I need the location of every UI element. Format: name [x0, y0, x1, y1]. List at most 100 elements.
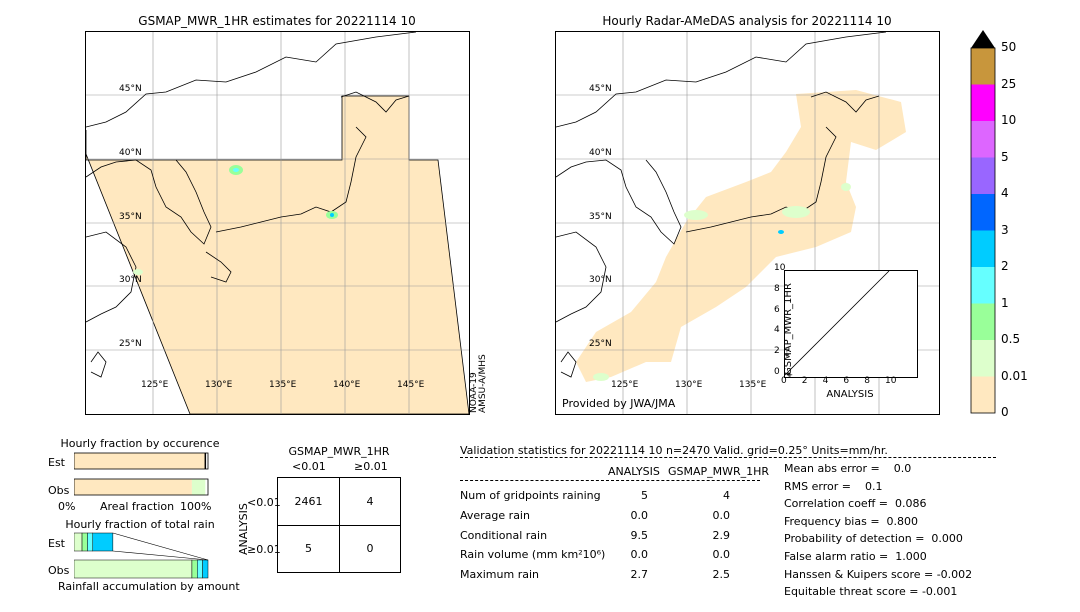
lat-label: 45°N: [589, 84, 612, 94]
colorbar-label: 10: [1001, 113, 1017, 127]
scatter-y-tick: 2: [774, 346, 780, 357]
scatter-inset: +++++: [784, 270, 918, 379]
rain-spot: [778, 230, 784, 234]
score-item: Frequency bias = 0.800: [784, 514, 919, 528]
scatter-y-tick: 6: [774, 304, 780, 315]
colorbar-cell: [971, 84, 995, 121]
total-rain-bar-segment: [81, 532, 88, 552]
lon-label: 135°E: [739, 380, 767, 390]
occurrence-bar-segment: [74, 479, 192, 495]
scatter-ylabel: GSMAP_MWR_1HR: [783, 283, 794, 375]
total-rain-bar-segment: [191, 559, 198, 579]
right-map-canvas: [556, 32, 939, 414]
scatter-plot: +++++: [784, 270, 890, 379]
lon-label: 125°E: [611, 380, 639, 390]
rain-spot: [233, 168, 239, 172]
left-map-canvas: [86, 32, 469, 414]
lon-label: 145°E: [397, 380, 425, 390]
right-map-title: Hourly Radar-AMeDAS analysis for 2022111…: [602, 14, 892, 28]
occurrence-bar-frame: [74, 478, 209, 496]
colorbar-cell: [971, 48, 995, 85]
total-rain-bar-segment: [87, 532, 94, 552]
colorbar-label: 5: [1001, 149, 1009, 164]
lon-label: 130°E: [675, 380, 703, 390]
scatter-x-tick: 0: [781, 376, 787, 386]
stat-analysis: 0.0: [630, 548, 649, 561]
colorbar-label: 0: [1001, 405, 1009, 419]
contingency-table: 2461 4 5 0: [277, 477, 401, 573]
colorbar-label: 2: [1001, 259, 1009, 273]
lat-label: 30°N: [589, 275, 612, 285]
stat-row: Num of gridpoints raining: [460, 489, 601, 502]
stat-gsmap: 2.5: [712, 568, 731, 581]
total-rain-bar-segment: [202, 559, 209, 579]
lat-label: 35°N: [119, 212, 142, 222]
stat-gsmap: 4: [723, 489, 730, 502]
colorbar-label: 4: [1001, 186, 1009, 200]
occurrence-obs-label: Obs: [48, 484, 70, 497]
stat-analysis: 9.5: [630, 529, 649, 542]
colorbar-label: 0.01: [1001, 368, 1028, 383]
contingency-cell: 4: [366, 495, 374, 508]
contingency-cell: 0: [366, 542, 374, 555]
occurrence-bar-frame: [74, 452, 209, 470]
contingency-title: GSMAP_MWR_1HR: [288, 445, 390, 458]
colorbar-cell: [971, 157, 995, 194]
occurrence-bar-segment: [191, 479, 206, 495]
colorbar-extend-triangle: [971, 30, 995, 48]
scatter-point: +: [787, 371, 793, 377]
validation-header: Validation statistics for 20221114 10 n=…: [460, 444, 888, 457]
stat-analysis: 5: [641, 489, 648, 502]
lon-label: 140°E: [333, 380, 361, 390]
lon-label: 130°E: [205, 380, 233, 390]
colorbar-cell: [971, 376, 995, 413]
colorbar-label: 1: [1001, 295, 1009, 310]
validation-col-gsmap: GSMAP_MWR_1HR: [668, 465, 770, 478]
scatter-diagonal: [784, 270, 890, 376]
scatter-xlabel: ANALYSIS: [826, 389, 874, 400]
colorbar: [970, 30, 996, 414]
scatter-x-tick: 6: [843, 376, 850, 386]
stat-row: Conditional rain: [460, 529, 547, 542]
left-map-title: GSMAP_MWR_1HR estimates for 20221114 10: [138, 14, 416, 28]
stat-gsmap: 0.0: [712, 509, 731, 522]
total-rain-bar-segment: [74, 532, 83, 552]
occurrence-axis-mid: Areal fraction: [100, 500, 175, 513]
stat-label: Maximum rain: [460, 568, 539, 581]
score-item: Probability of detection = 0.000: [784, 532, 963, 546]
stat-row: Average rain: [460, 509, 530, 522]
sensor-label: NOAA-19 AMSU-A/MHS: [469, 354, 488, 413]
score-item: Mean abs error = 0.0: [784, 462, 912, 475]
scatter-x-tick: 10: [885, 376, 897, 386]
rain-spot: [133, 269, 143, 275]
colorbar-cell: [971, 340, 995, 377]
scatter-point: +: [786, 371, 792, 377]
score-item: RMS error = 0.1: [784, 479, 883, 493]
score-item: False alarm ratio = 1.000: [784, 550, 927, 563]
scatter-x-tick: 8: [864, 376, 870, 386]
stat-gsmap: 0.0: [712, 548, 731, 561]
lat-label: 40°N: [589, 148, 612, 158]
total-rain-est-label: Est: [48, 537, 65, 550]
stat-label: Conditional rain: [460, 529, 548, 542]
stat-analysis: 0.0: [630, 509, 649, 522]
radar-coverage-area: [576, 90, 906, 382]
lon-label: 125°E: [141, 380, 169, 390]
total-rain-obs-label: Obs: [48, 564, 70, 577]
occurrence-chart: [74, 452, 209, 496]
scatter-x-tick: 4: [822, 376, 829, 386]
credit-label: Provided by JWA/JMA: [562, 397, 676, 410]
scatter-point: +: [785, 370, 791, 377]
occurrence-bar-segment: [74, 453, 206, 469]
validation-col-analysis: ANALYSIS: [608, 465, 660, 478]
total-rain-chart: [74, 532, 209, 579]
score-item: Equitable threat score = -0.001: [784, 585, 958, 599]
scatter-y-tick: 4: [774, 325, 780, 336]
colorbar-cell: [971, 194, 995, 231]
lat-label: 45°N: [119, 84, 142, 94]
validation-subdivider: [460, 480, 760, 481]
score-item: Hanssen & Kuipers score = -0.002: [784, 567, 973, 581]
lat-label: 40°N: [119, 148, 142, 158]
stat-gsmap: 2.9: [712, 529, 731, 542]
lat-label: 30°N: [119, 275, 142, 285]
